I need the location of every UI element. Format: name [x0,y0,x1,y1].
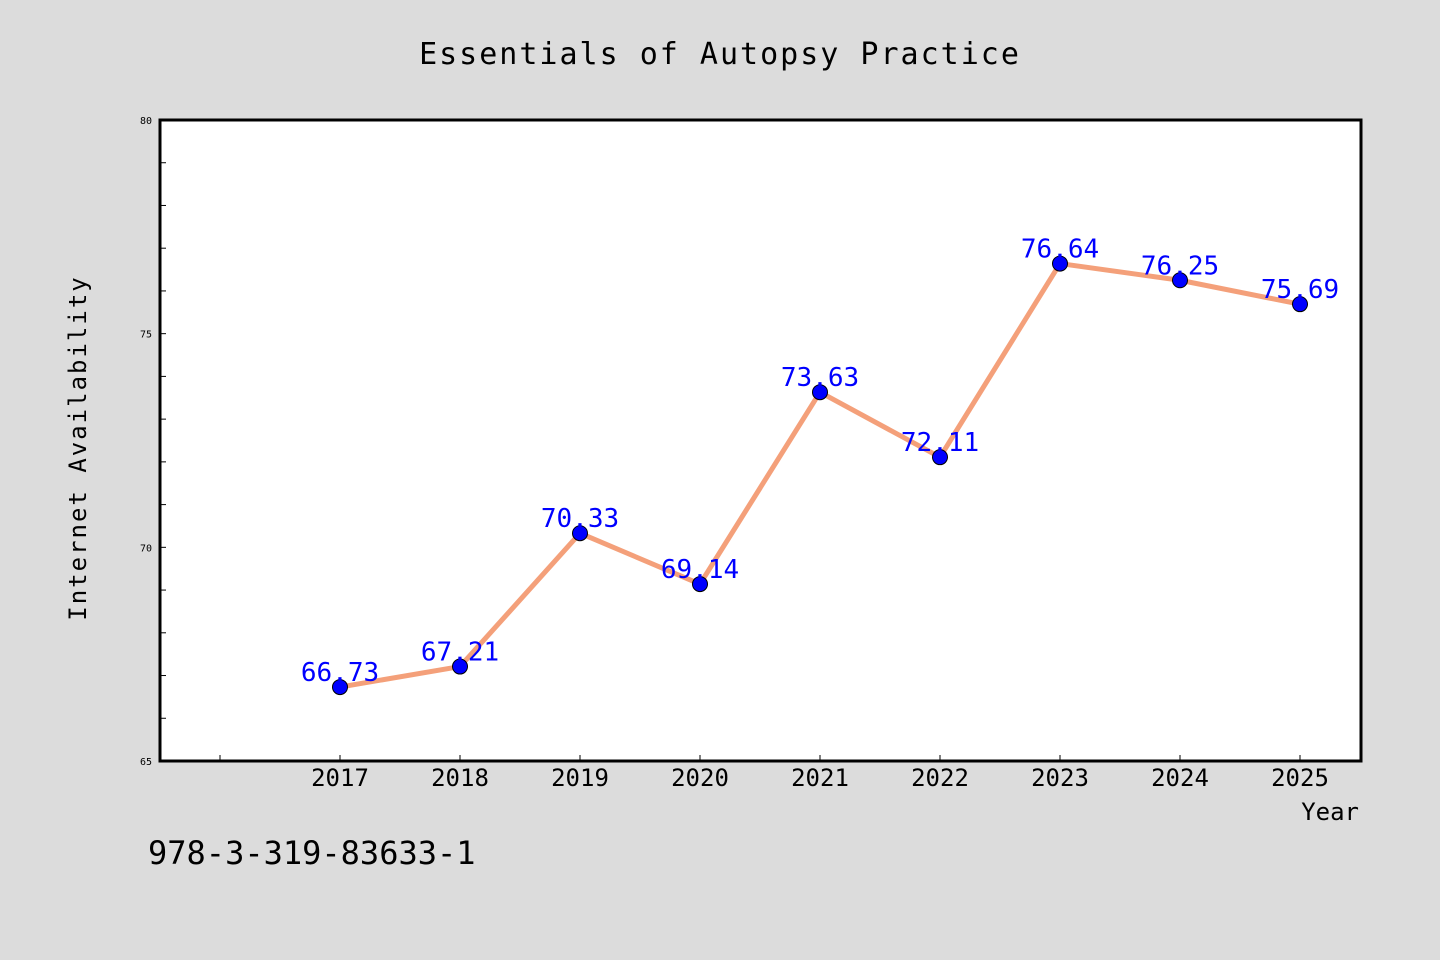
data-point [1052,255,1068,272]
x-tick-label: 2025 [1271,764,1329,792]
data-point [452,658,468,675]
data-label: 67.21 [421,638,499,668]
data-point [1292,296,1308,313]
data-point [1172,272,1188,289]
data-label: 73.63 [781,363,859,393]
x-tick-label: 2024 [1151,764,1209,792]
x-tick-label: 2021 [791,764,849,792]
isbn-text: 978-3-319-83633-1 [148,834,476,872]
data-point [932,449,948,466]
x-tick-label: 2020 [671,764,729,792]
x-tick-label: 2018 [431,764,489,792]
data-label: 69.14 [661,555,739,585]
x-axis-label: Year [1301,798,1359,826]
chart-title: Essentials of Autopsy Practice [419,37,1021,72]
y-tick-label: 75 [140,330,152,341]
data-label: 76.64 [1021,235,1099,265]
x-tick-label: 2019 [551,764,609,792]
x-tick-label: 2017 [311,764,369,792]
data-point [812,384,828,401]
data-label: 70.33 [541,504,619,534]
y-tick-label: 65 [140,757,152,768]
x-axis-ticks: 2017 2018 2019 2020 2021 2022 2023 2024 2025 [219,755,1329,792]
data-point [692,576,708,593]
data-point [572,525,588,542]
plot-frame [158,118,1363,763]
data-label: 72.11 [901,428,979,458]
y-tick-label: 80 [140,116,152,127]
data-label: 76.25 [1141,251,1219,281]
x-tick-label: 2022 [911,764,969,792]
x-tick-label: 2023 [1031,764,1089,792]
data-label: 66.73 [301,658,379,688]
y-axis-label: Internet Availability [64,275,92,620]
y-tick-label: 70 [140,543,152,554]
data-point [332,679,348,696]
plot-area [160,120,1361,761]
series-layer: 66.73 67.21 70.33 69.14 73.63 72.11 76.64 76.25… [301,235,1339,696]
data-label: 75.69 [1261,275,1339,305]
